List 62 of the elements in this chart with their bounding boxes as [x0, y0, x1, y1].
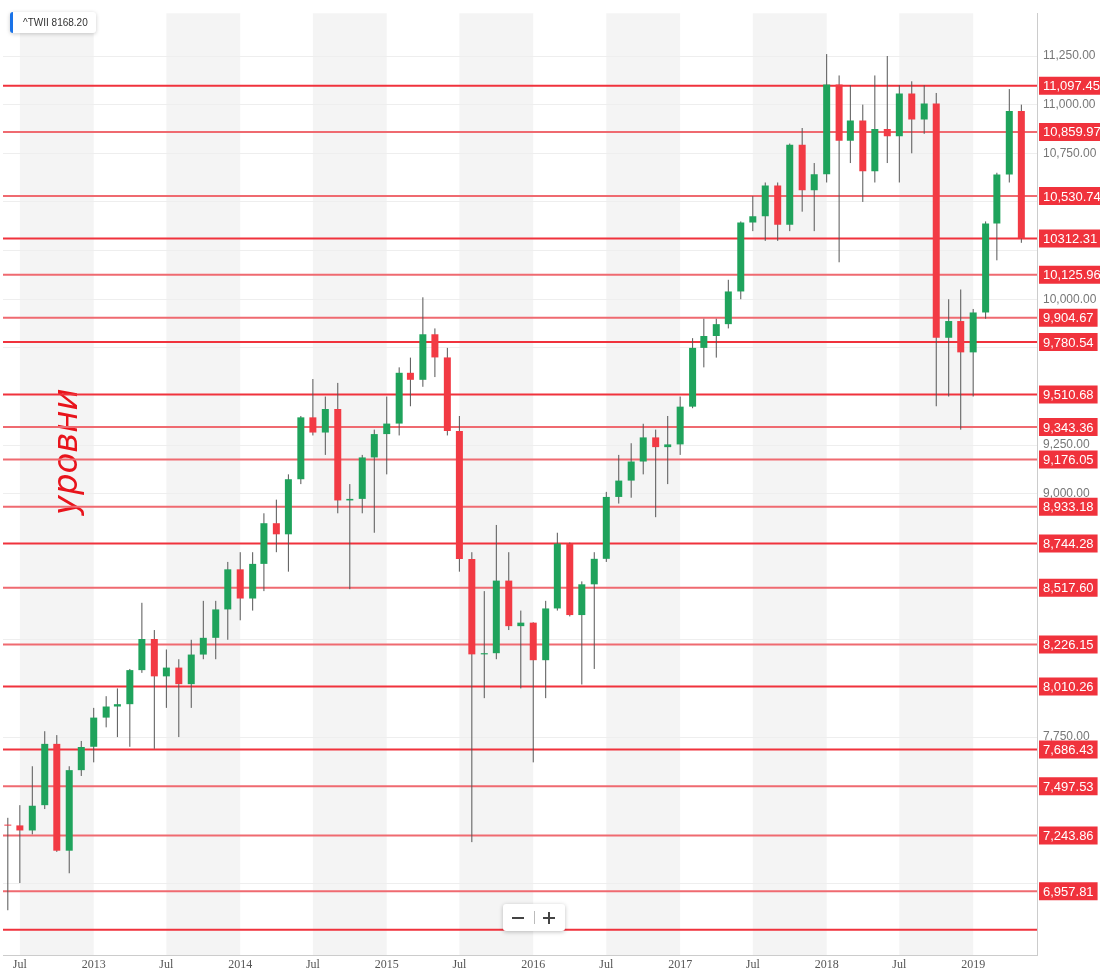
ref-line-label: 9,176.05: [1043, 452, 1094, 468]
candlestick: [945, 298, 953, 398]
y-tick-label: 9,000.00: [1043, 486, 1091, 501]
candlestick: [749, 195, 757, 232]
candlestick: [199, 600, 207, 660]
x-tick-label: Jul: [159, 957, 175, 972]
candlestick: [102, 695, 110, 728]
x-tick-label: Jul: [745, 957, 761, 972]
y-tick-label: 11,000.00: [1043, 96, 1096, 111]
ref-line-label: 8,010.26: [1043, 679, 1094, 694]
y-tick-label: 11,250.00: [1043, 48, 1096, 63]
candlestick: [920, 84, 928, 135]
ref-line-label: 8,744.28: [1043, 536, 1094, 552]
x-tick-label: Jul: [452, 957, 468, 972]
ref-line-label: 9,780.54: [1043, 334, 1094, 350]
candlestick: [77, 740, 85, 777]
ref-line-label: 8,226.15: [1043, 636, 1094, 652]
ref-line-label: 10312.31: [1043, 231, 1098, 247]
y-tick-label: 10,750.00: [1043, 145, 1097, 160]
candlestick: [810, 162, 818, 232]
ref-line-label: 10,530.74: [1043, 188, 1100, 204]
candlestick: [615, 454, 623, 505]
ref-line-label: 9,510.68: [1043, 387, 1094, 403]
candlestick: [321, 396, 329, 456]
x-tick-label: 2017: [668, 957, 693, 972]
candlestick: [4, 817, 12, 911]
y-tick-label: 10,000.00: [1043, 291, 1097, 306]
ref-line-label: 8,933.18: [1043, 499, 1094, 515]
x-tick-label: Jul: [305, 957, 321, 972]
x-tick-label: Jul: [599, 957, 614, 972]
ref-line-label: 7,497.53: [1043, 778, 1094, 794]
candlestick: [846, 84, 854, 164]
x-tick-label: 2013: [81, 957, 106, 972]
candlestick: [712, 318, 720, 359]
x-tick-label: Jul: [12, 957, 28, 972]
candlestick: [162, 649, 170, 709]
candlestick: [700, 318, 708, 368]
candlestick: [627, 442, 635, 499]
x-tick-label: 2016: [521, 957, 546, 972]
ref-line-label: 10,859.97: [1043, 124, 1100, 140]
x-tick-label: 2019: [961, 957, 986, 972]
y-tick-label: 9,250.00: [1043, 437, 1091, 452]
y-tick-label: 7,750.00: [1043, 729, 1091, 744]
x-tick-label: 2018: [814, 957, 839, 972]
candlestick: [652, 429, 660, 518]
ref-line-label: 7,243.86: [1043, 828, 1094, 844]
ref-line-label: 9,343.36: [1043, 419, 1094, 435]
ref-line-label: 8,517.60: [1043, 580, 1094, 596]
ref-line-label: 9,904.67: [1043, 310, 1094, 326]
ref-line-label: 6,957.81: [1043, 883, 1094, 899]
x-tick-label: 2014: [228, 957, 253, 972]
candlestick: [16, 804, 24, 884]
candlestick: [383, 396, 391, 475]
x-tick-label: 2015: [374, 957, 399, 972]
ref-line-label: 11,097.45: [1043, 78, 1100, 94]
candlestick: [664, 415, 672, 485]
candlestick: [370, 429, 378, 534]
x-tick-label: Jul: [892, 957, 907, 972]
ref-line-label: 7,686.43: [1043, 742, 1094, 758]
ref-line-label: 10,125.96: [1043, 267, 1100, 283]
annotation: ^TWII 8168.20: [10, 12, 96, 33]
candlestick: [113, 687, 121, 738]
